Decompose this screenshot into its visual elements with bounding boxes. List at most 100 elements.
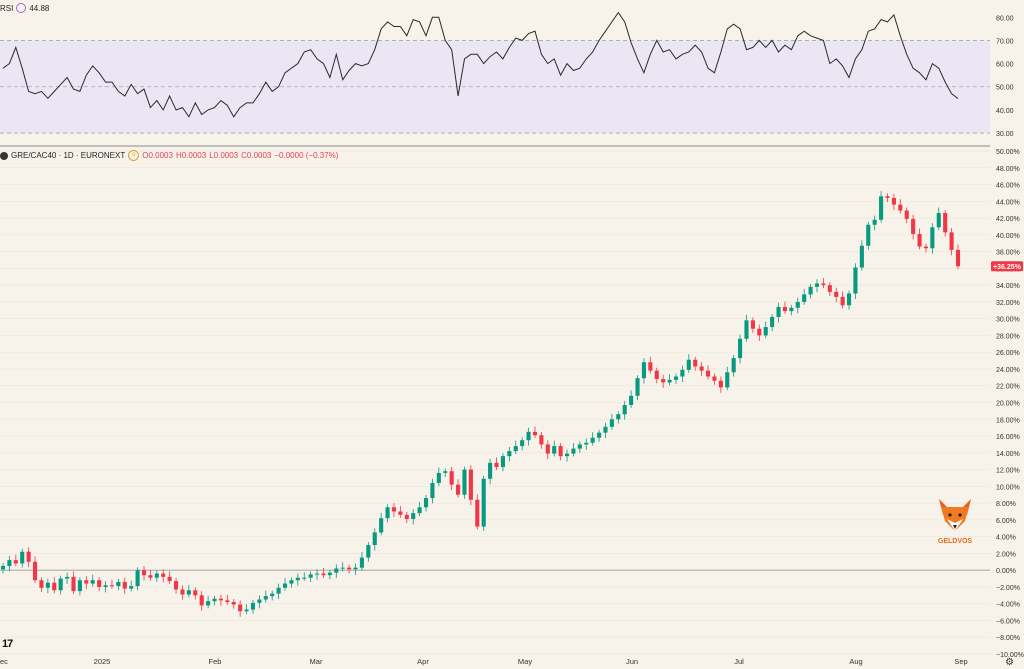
candle-body xyxy=(840,296,845,306)
candle-body xyxy=(629,395,634,406)
candle-body xyxy=(904,210,909,219)
rsi-tick-label: 70.00 xyxy=(996,38,1014,45)
price-tick-label: 26.00% xyxy=(996,350,1020,357)
market-status-icon[interactable]: o xyxy=(128,150,140,161)
candle-body xyxy=(481,478,486,527)
candle-body xyxy=(109,585,115,587)
price-tick-label: 0.00% xyxy=(996,568,1016,575)
open-value: O0.0003 xyxy=(142,151,173,160)
candle-body xyxy=(462,469,467,495)
price-tick-label: 40.00% xyxy=(996,233,1020,240)
candle-body xyxy=(206,601,211,606)
price-tick-label: 12.00% xyxy=(996,468,1020,475)
candle-body xyxy=(795,301,800,308)
candle-body xyxy=(917,233,922,247)
price-tick-label: 38.00% xyxy=(996,250,1020,257)
tradingview-logo[interactable]: 17 xyxy=(2,638,13,650)
price-tick-label: 6.00% xyxy=(996,518,1016,525)
candle-body xyxy=(116,581,121,587)
time-tick-label: Feb xyxy=(209,657,222,666)
candle-body xyxy=(744,320,749,339)
candle-body xyxy=(129,586,134,589)
candle-body xyxy=(103,585,108,587)
candle-body xyxy=(911,218,916,234)
candle-body xyxy=(885,196,890,198)
rsi-title: RSI xyxy=(0,3,14,13)
price-tick-label: 22.00% xyxy=(996,384,1020,391)
candle-body xyxy=(366,545,371,558)
price-tick-label: 4.00% xyxy=(996,535,1016,542)
fox-icon xyxy=(939,499,971,531)
candle-body xyxy=(456,484,461,495)
candle-body xyxy=(699,366,704,371)
candle-body xyxy=(154,573,159,578)
rsi-tick-label: 80.00 xyxy=(996,15,1014,22)
low-value: L0.0003 xyxy=(209,151,239,160)
candle-body xyxy=(475,499,480,527)
geldvos-logo: GELDVOS xyxy=(935,495,975,545)
candle-body xyxy=(148,575,153,578)
candle-body xyxy=(532,431,538,436)
candle-body xyxy=(648,362,653,371)
candle-body xyxy=(199,595,204,606)
rsi-tick-label: 60.00 xyxy=(996,62,1014,69)
candle-body xyxy=(263,596,268,600)
time-axis: ec 2025 Feb Mar Apr May Jun Jul Aug Sep xyxy=(0,657,968,666)
candle-body xyxy=(808,286,813,295)
price-tick-label: 14.00% xyxy=(996,451,1020,458)
time-tick-label: Jun xyxy=(626,657,638,666)
candle-body xyxy=(436,472,441,483)
candle-body xyxy=(449,471,454,485)
close-value: C0.0003 xyxy=(241,151,272,160)
candle-body xyxy=(763,327,768,336)
candle-body xyxy=(802,294,807,302)
price-tick-label: 46.00% xyxy=(996,183,1020,190)
candle-body xyxy=(161,573,166,577)
series-legend[interactable]: GRE/CAC40 · 1D · EURONEXT o O0.0003 H0.0… xyxy=(0,150,338,161)
time-tick-label: Apr xyxy=(417,657,429,666)
candle-body xyxy=(770,316,775,328)
price-grid xyxy=(0,150,990,655)
candle-body xyxy=(718,380,723,388)
settings-icon[interactable] xyxy=(16,3,27,13)
candle-body xyxy=(712,376,717,381)
candle-body xyxy=(577,444,582,449)
candle-body xyxy=(879,196,884,220)
candle-body xyxy=(84,580,89,584)
price-tick-label: 42.00% xyxy=(996,216,1020,223)
candle-body xyxy=(693,359,698,367)
candle-body xyxy=(597,432,602,438)
candle-body xyxy=(891,197,896,205)
candle-body xyxy=(58,578,63,591)
price-tick-label: 24.00% xyxy=(996,367,1020,374)
candle-body xyxy=(193,590,198,596)
price-tick-label: −10.00% xyxy=(996,652,1024,659)
gear-icon[interactable]: ⚙ xyxy=(1005,657,1014,668)
rsi-legend[interactable]: RSI 44.88 xyxy=(0,3,49,13)
time-tick-label: May xyxy=(518,657,532,666)
rsi-line xyxy=(2,11,959,118)
candle-body xyxy=(180,589,185,595)
price-tick-label: −8.00% xyxy=(996,635,1020,642)
candle-body xyxy=(398,511,403,515)
candle-body xyxy=(282,583,288,588)
candle-body xyxy=(558,446,563,457)
candle-body xyxy=(77,580,82,592)
candle-body xyxy=(276,587,281,594)
candle-body xyxy=(616,414,621,420)
candle-body xyxy=(308,574,313,578)
candle-body xyxy=(821,283,826,286)
candle-body xyxy=(545,444,550,454)
candlestick-series xyxy=(0,190,961,617)
candle-body xyxy=(372,532,377,546)
candle-body xyxy=(430,482,435,499)
candle-body xyxy=(231,602,236,605)
candle-body xyxy=(654,370,659,380)
candle-body xyxy=(45,582,50,588)
candle-body xyxy=(750,320,755,329)
price-tick-label: −2.00% xyxy=(996,585,1020,592)
candle-body xyxy=(571,448,576,454)
candle-body xyxy=(302,577,307,579)
rsi-tick-label: 50.00 xyxy=(996,85,1014,92)
